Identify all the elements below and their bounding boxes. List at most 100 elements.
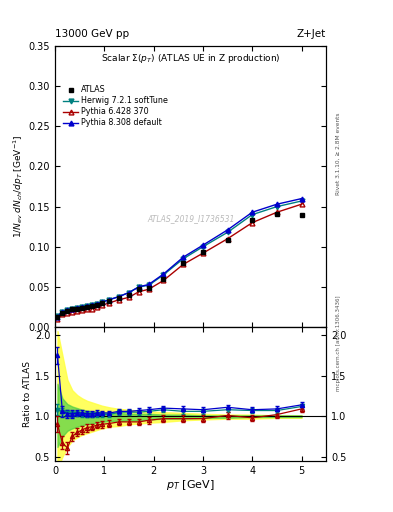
Text: Rivet 3.1.10, ≥ 2.8M events: Rivet 3.1.10, ≥ 2.8M events — [336, 112, 341, 195]
Text: mcplots.cern.ch [arXiv:1306.3436]: mcplots.cern.ch [arXiv:1306.3436] — [336, 295, 341, 391]
Pythia 8.308 default — [127, 289, 131, 295]
Pythia 6.428 370 — [75, 308, 79, 314]
Pythia 8.308 default — [161, 271, 166, 277]
Pythia 8.308 default — [99, 299, 104, 305]
Y-axis label: $1/N_{ev}\;dN_{ch}/dp_T\;[\mathrm{GeV}^{-1}]$: $1/N_{ev}\;dN_{ch}/dp_T\;[\mathrm{GeV}^{… — [11, 135, 26, 238]
Herwig 7.2.1 softTune — [90, 302, 94, 308]
ATLAS — [85, 304, 90, 310]
Pythia 6.428 370 — [85, 306, 90, 312]
Herwig 7.2.1 softTune — [299, 198, 304, 204]
Pythia 6.428 370 — [250, 220, 255, 226]
ATLAS — [127, 292, 131, 298]
ATLAS — [136, 286, 141, 292]
ATLAS — [99, 300, 104, 306]
Pythia 8.308 default — [80, 304, 84, 310]
Herwig 7.2.1 softTune — [107, 296, 112, 303]
Pythia 8.308 default — [117, 293, 121, 300]
Pythia 8.308 default — [299, 196, 304, 202]
ATLAS — [80, 305, 84, 311]
Pythia 8.308 default — [75, 305, 79, 311]
Herwig 7.2.1 softTune — [146, 282, 151, 288]
Herwig 7.2.1 softTune — [70, 306, 75, 312]
ATLAS — [65, 308, 70, 314]
Pythia 6.428 370 — [117, 296, 121, 303]
Pythia 6.428 370 — [99, 302, 104, 308]
X-axis label: $p_T$ [GeV]: $p_T$ [GeV] — [166, 478, 215, 493]
Pythia 8.308 default — [55, 313, 60, 319]
Pythia 8.308 default — [136, 284, 141, 290]
Herwig 7.2.1 softTune — [250, 211, 255, 218]
Line: ATLAS: ATLAS — [55, 211, 304, 319]
Pythia 8.308 default — [65, 307, 70, 313]
Pythia 6.428 370 — [65, 309, 70, 315]
Pythia 6.428 370 — [299, 201, 304, 207]
Pythia 6.428 370 — [107, 300, 112, 306]
Herwig 7.2.1 softTune — [75, 305, 79, 311]
Pythia 8.308 default — [146, 282, 151, 288]
Pythia 8.308 default — [225, 227, 230, 233]
Pythia 6.428 370 — [60, 311, 65, 317]
Herwig 7.2.1 softTune — [65, 307, 70, 313]
Pythia 6.428 370 — [95, 304, 99, 310]
Pythia 8.308 default — [275, 201, 279, 207]
Line: Herwig 7.2.1 softTune: Herwig 7.2.1 softTune — [55, 199, 304, 318]
Pythia 6.428 370 — [90, 306, 94, 312]
ATLAS — [225, 237, 230, 243]
ATLAS — [55, 313, 60, 319]
Line: Pythia 6.428 370: Pythia 6.428 370 — [55, 202, 304, 322]
Pythia 6.428 370 — [225, 236, 230, 242]
Y-axis label: Ratio to ATLAS: Ratio to ATLAS — [23, 361, 32, 427]
Pythia 6.428 370 — [80, 307, 84, 313]
Pythia 6.428 370 — [55, 316, 60, 322]
Herwig 7.2.1 softTune — [136, 284, 141, 290]
ATLAS — [200, 248, 205, 254]
Pythia 8.308 default — [60, 309, 65, 315]
Text: 13000 GeV pp: 13000 GeV pp — [55, 29, 129, 39]
ATLAS — [90, 303, 94, 309]
Herwig 7.2.1 softTune — [127, 289, 131, 295]
Text: Z+Jet: Z+Jet — [297, 29, 326, 39]
Herwig 7.2.1 softTune — [181, 255, 185, 262]
Line: Pythia 8.308 default: Pythia 8.308 default — [55, 196, 304, 319]
Text: Scalar $\Sigma(p_T)$ (ATLAS UE in Z production): Scalar $\Sigma(p_T)$ (ATLAS UE in Z prod… — [101, 52, 280, 65]
Pythia 8.308 default — [181, 254, 185, 260]
Pythia 6.428 370 — [127, 294, 131, 301]
ATLAS — [181, 260, 185, 266]
Herwig 7.2.1 softTune — [275, 204, 279, 210]
Herwig 7.2.1 softTune — [55, 313, 60, 319]
Pythia 8.308 default — [200, 242, 205, 248]
Pythia 6.428 370 — [70, 309, 75, 315]
Text: ATLAS_2019_I1736531: ATLAS_2019_I1736531 — [147, 214, 234, 223]
Pythia 6.428 370 — [181, 261, 185, 267]
ATLAS — [146, 285, 151, 291]
Pythia 8.308 default — [90, 302, 94, 308]
Pythia 8.308 default — [70, 306, 75, 312]
Herwig 7.2.1 softTune — [99, 299, 104, 305]
Pythia 8.308 default — [250, 209, 255, 216]
Herwig 7.2.1 softTune — [161, 272, 166, 278]
ATLAS — [117, 295, 121, 301]
Pythia 8.308 default — [107, 296, 112, 303]
Legend: ATLAS, Herwig 7.2.1 softTune, Pythia 6.428 370, Pythia 8.308 default: ATLAS, Herwig 7.2.1 softTune, Pythia 6.4… — [62, 84, 169, 129]
Herwig 7.2.1 softTune — [225, 229, 230, 236]
Herwig 7.2.1 softTune — [117, 293, 121, 300]
ATLAS — [60, 309, 65, 315]
Pythia 6.428 370 — [275, 209, 279, 216]
ATLAS — [250, 217, 255, 223]
ATLAS — [161, 276, 166, 282]
Pythia 8.308 default — [85, 303, 90, 309]
Herwig 7.2.1 softTune — [200, 244, 205, 250]
Pythia 6.428 370 — [146, 286, 151, 292]
Herwig 7.2.1 softTune — [95, 301, 99, 307]
Pythia 8.308 default — [95, 301, 99, 307]
Pythia 6.428 370 — [161, 278, 166, 284]
Herwig 7.2.1 softTune — [80, 304, 84, 310]
ATLAS — [95, 302, 99, 308]
ATLAS — [107, 297, 112, 304]
ATLAS — [75, 306, 79, 312]
Herwig 7.2.1 softTune — [85, 303, 90, 309]
ATLAS — [70, 306, 75, 312]
Pythia 6.428 370 — [136, 289, 141, 295]
ATLAS — [299, 211, 304, 218]
Pythia 6.428 370 — [200, 250, 205, 256]
